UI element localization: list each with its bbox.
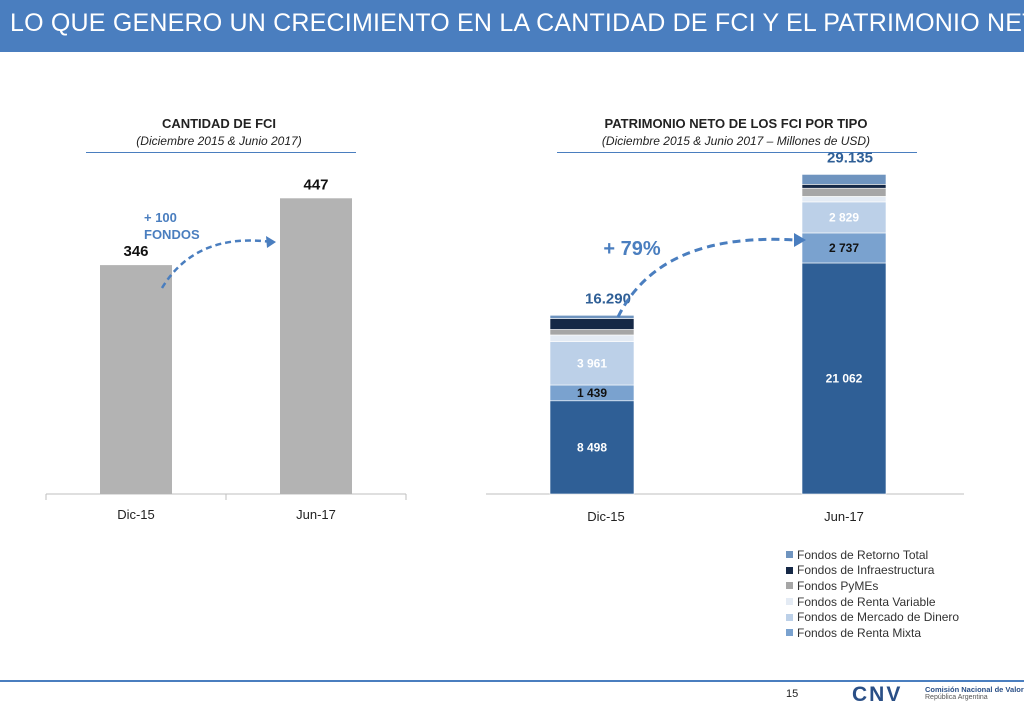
left-chart-heading: CANTIDAD DE FCI (Diciembre 2015 & Junio …	[84, 116, 354, 148]
stack-segment-fondos-de-retorno-total	[549, 318, 635, 330]
chart-legend: Fondos de Retorno Total Fondos de Infraes…	[786, 547, 959, 641]
segment-value-label: 2 737	[829, 241, 859, 255]
bar-dic-15	[100, 265, 172, 494]
legend-label: Fondos de Retorno Total	[797, 547, 929, 562]
stack-total-label: 29.135	[827, 149, 873, 166]
title-bar: LO QUE GENERO UN CRECIMIENTO EN LA CANTI…	[0, 0, 1024, 52]
legend-label: Fondos PyMEs	[797, 578, 879, 593]
growth-percentage: + 79%	[603, 238, 660, 260]
right-chart-title: PATRIMONIO NETO DE LOS FCI POR TIPO	[604, 116, 868, 131]
segment-value-label: 2 829	[829, 210, 859, 224]
stack-total-label: 16.290	[585, 290, 631, 307]
bar-jun-17	[280, 198, 352, 495]
growth-arrow	[160, 239, 273, 289]
growth-arrow	[616, 237, 796, 318]
x-tick-label: Jun-17	[296, 507, 336, 522]
legend-swatch	[786, 566, 793, 574]
legend-label: Fondos de Infraestructura	[797, 563, 935, 578]
legend-item: Fondos de Renta Variable	[786, 594, 959, 610]
logo-mark: CNV	[852, 683, 903, 706]
bar-value-label: 447	[303, 176, 328, 193]
legend-swatch	[786, 598, 793, 606]
legend-label: Fondos de Renta Variable	[797, 594, 936, 609]
stack-segment-fondos-de-retorno-total	[801, 184, 887, 189]
growth-annotation-line: FONDOS	[144, 227, 200, 242]
stack-segment-otros	[801, 174, 887, 185]
x-tick-label: Dic-15	[587, 509, 625, 524]
left-chart-subtitle: (Diciembre 2015 & Junio 2017)	[136, 134, 302, 148]
left-chart-title: CANTIDAD DE FCI	[161, 116, 277, 131]
stack-segment-fondos-de-infraestructura	[801, 187, 887, 197]
legend-item: Fondos de Mercado de Dinero	[786, 609, 959, 625]
legend-item: Fondos PyMEs	[786, 578, 959, 594]
legend-swatch	[786, 582, 793, 590]
stack-segment-fondos-pymes	[801, 196, 887, 203]
legend-swatch	[786, 629, 793, 637]
stack-segment-fondos-de-renta-mixta	[549, 400, 635, 495]
growth-arrow-head	[794, 233, 806, 247]
stack-segment-fondos-de-mercado-de-dinero	[801, 232, 887, 264]
stack-segment-fondos-de-renta-variable	[801, 201, 887, 234]
stack-segment-fondos-pymes	[549, 334, 635, 342]
left-chart-title-rule	[86, 152, 356, 153]
logo-line-1: Comisión Nacional de Valores	[925, 685, 1024, 694]
segment-value-label: 1 439	[577, 386, 607, 400]
slide-title: LO QUE GENERO UN CRECIMIENTO EN LA CANTI…	[10, 9, 1024, 37]
right-chart-heading: PATRIMONIO NETO DE LOS FCI POR TIPO (Dic…	[536, 116, 936, 148]
growth-arrow-head	[266, 236, 276, 248]
footer-rule	[0, 680, 1024, 682]
stack-segment-fondos-de-renta-mixta	[801, 262, 887, 495]
stack-segment-fondos-de-infraestructura	[549, 329, 635, 336]
segment-value-label: 21 062	[826, 371, 863, 385]
logo-line-2: República Argentina	[925, 694, 988, 701]
legend-label: Fondos de Mercado de Dinero	[797, 610, 960, 625]
legend-swatch	[786, 551, 793, 559]
legend-label: Fondos de Renta Mixta	[797, 625, 922, 640]
growth-annotation-line: + 100	[144, 210, 177, 225]
legend-swatch	[786, 613, 793, 621]
stack-segment-otros	[549, 315, 635, 319]
x-tick-label: Dic-15	[117, 507, 155, 522]
segment-value-label: 8 498	[577, 440, 607, 454]
stack-segment-fondos-de-renta-variable	[549, 341, 635, 386]
right-chart-title-rule	[557, 152, 917, 153]
page-number: 15	[786, 688, 799, 700]
legend-item: Fondos de Renta Mixta	[786, 625, 959, 641]
cnv-logo: CNV Comisión Nacional de Valores Repúbli…	[850, 681, 1024, 707]
bar-value-label: 346	[123, 243, 148, 260]
segment-value-label: 3 961	[577, 356, 607, 370]
legend-item: Fondos de Infraestructura	[786, 563, 959, 579]
right-chart-subtitle: (Diciembre 2015 & Junio 2017 – Millones …	[601, 134, 871, 148]
legend-item: Fondos de Retorno Total	[786, 547, 959, 563]
x-tick-label: Jun-17	[824, 509, 864, 524]
